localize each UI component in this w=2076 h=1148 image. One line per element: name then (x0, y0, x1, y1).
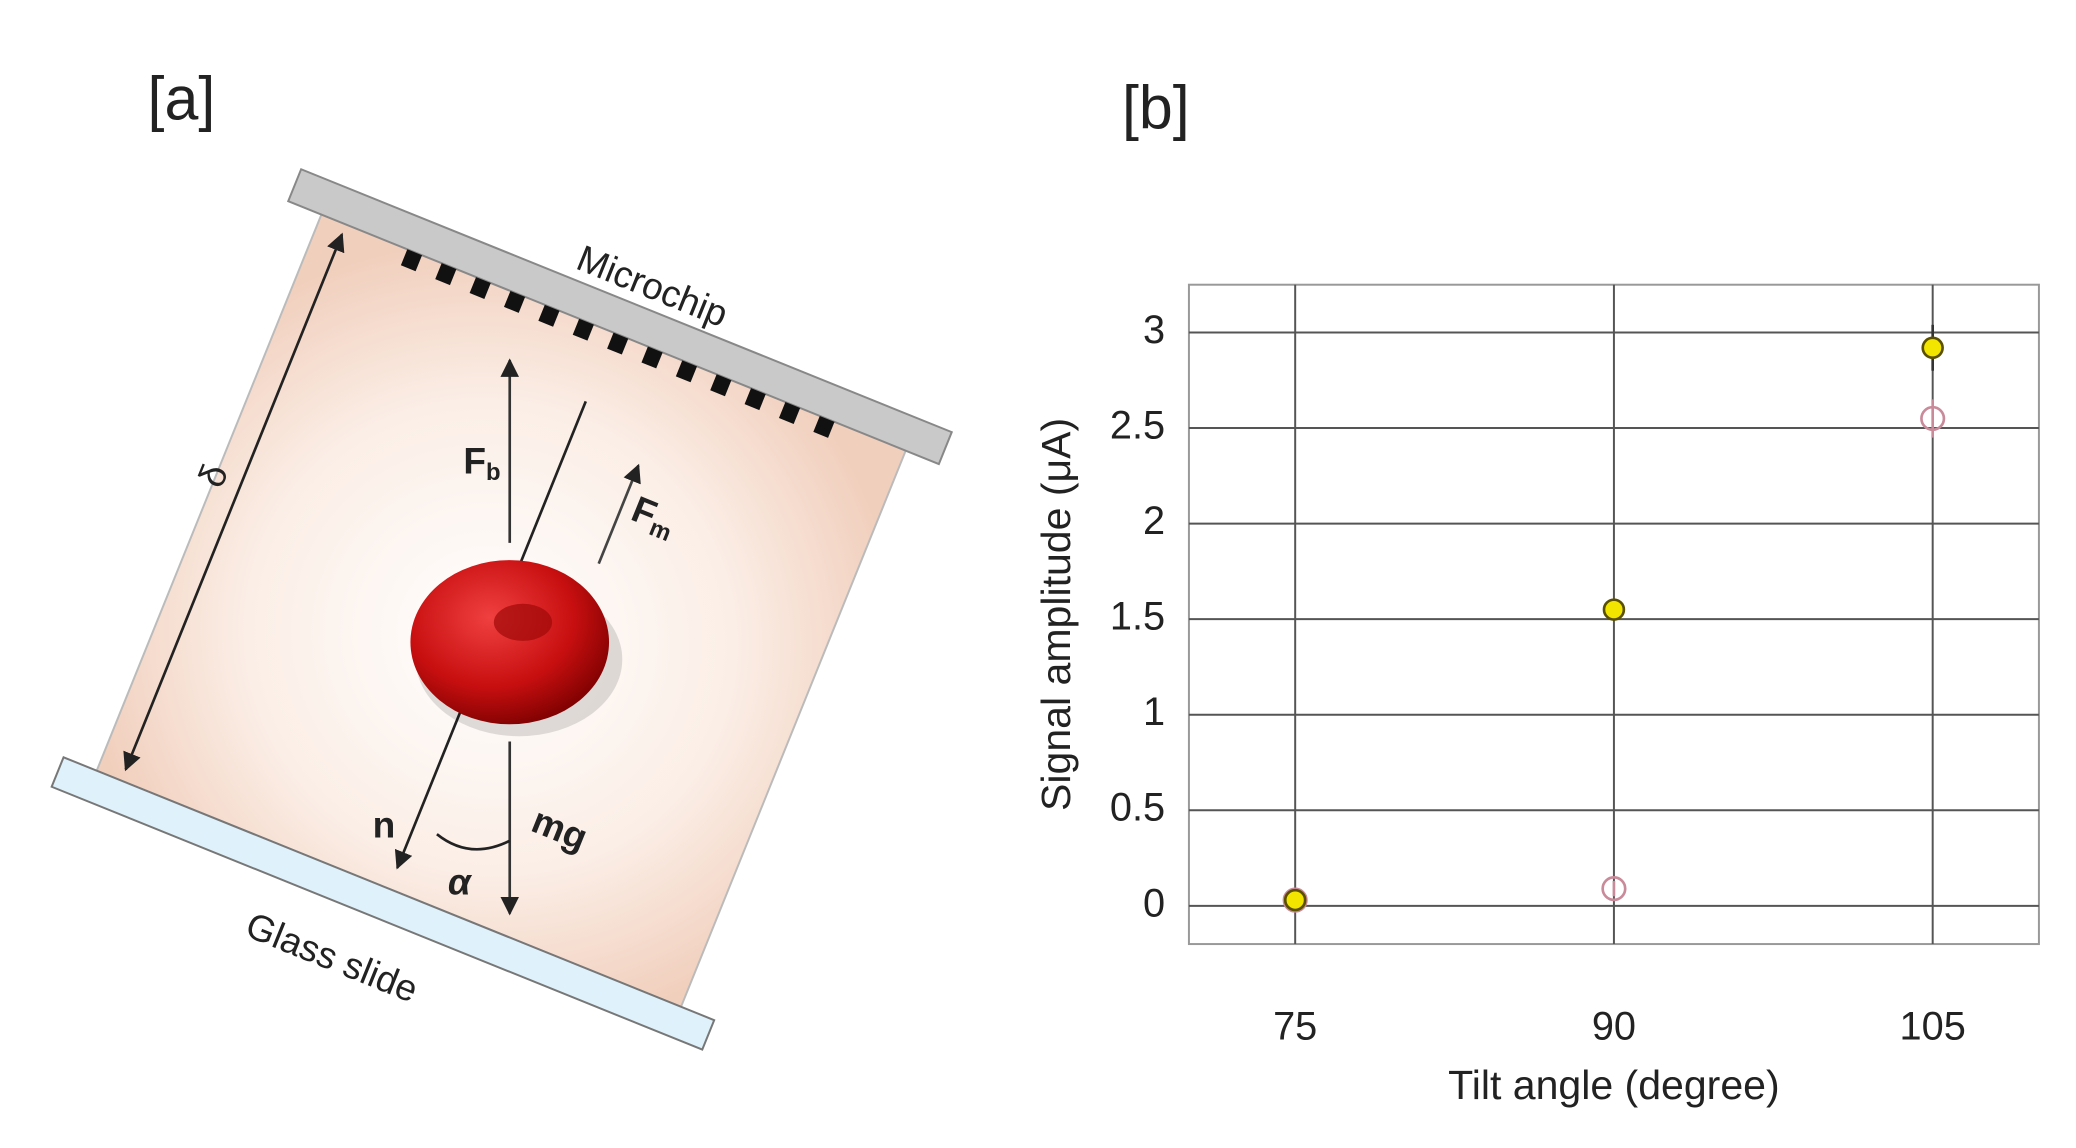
panel-label: [b] (1122, 74, 1190, 142)
y-tick-label: 2 (1143, 499, 1165, 543)
microchip (286, 167, 954, 466)
force-label: Fb (463, 439, 500, 486)
angle-label: α (448, 860, 473, 902)
data-point (1921, 336, 1944, 360)
data-point (1602, 598, 1626, 621)
y-tick-label: 1.5 (1110, 595, 1165, 639)
force-symbol: F (463, 439, 486, 481)
y-tick-label: 3 (1143, 308, 1165, 352)
data-point (1601, 876, 1627, 902)
angle-arc (436, 833, 511, 851)
x-tick-label: 90 (1592, 1004, 1636, 1048)
gap-arrow (123, 232, 345, 772)
normal-label: n (373, 803, 396, 845)
data-point (1920, 405, 1946, 432)
red-blood-cell (410, 560, 610, 725)
x-tick-label: 105 (1900, 1004, 1966, 1048)
y-axis-title: Signal amplitude (μA) (1033, 418, 1079, 811)
glass-slide (50, 755, 716, 1051)
fm-arrow (597, 463, 641, 565)
x-tick-label: 75 (1273, 1004, 1317, 1048)
y-tick-label: 1 (1143, 690, 1165, 734)
y-tick-label: 0 (1143, 881, 1165, 925)
y-tick-label: 0.5 (1110, 786, 1165, 830)
y-tick-label: 2.5 (1110, 404, 1165, 448)
cell-dimple (493, 603, 553, 641)
panel-label: [a] (148, 64, 216, 132)
x-axis-title: Tilt angle (degree) (1448, 1062, 1779, 1108)
plot: 0 0.5 1 1.5 2 2.5 3 75 90 105 (1110, 283, 2040, 1048)
force-subscript: b (486, 459, 501, 486)
electrodes (400, 249, 835, 438)
data-point (1283, 888, 1307, 912)
